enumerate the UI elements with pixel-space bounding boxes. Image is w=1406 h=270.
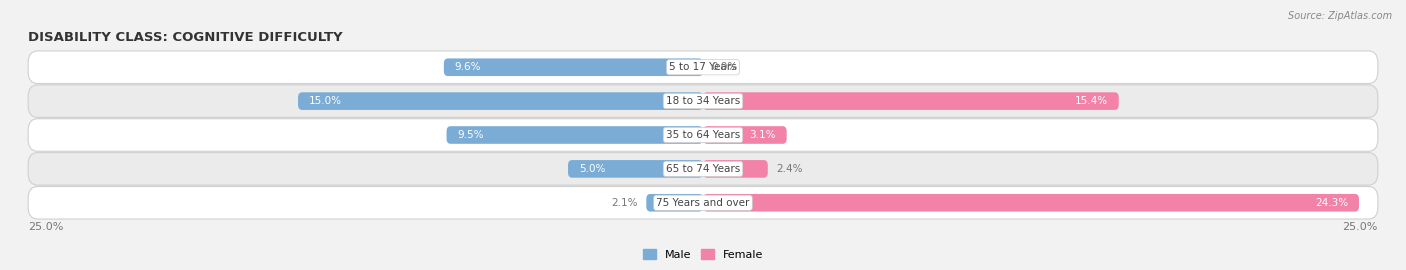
Text: DISABILITY CLASS: COGNITIVE DIFFICULTY: DISABILITY CLASS: COGNITIVE DIFFICULTY bbox=[28, 31, 343, 43]
FancyBboxPatch shape bbox=[28, 187, 1378, 219]
FancyBboxPatch shape bbox=[28, 153, 1378, 185]
FancyBboxPatch shape bbox=[703, 194, 1360, 212]
Text: 25.0%: 25.0% bbox=[1343, 222, 1378, 232]
Legend: Male, Female: Male, Female bbox=[638, 245, 768, 264]
Text: 5.0%: 5.0% bbox=[579, 164, 605, 174]
Text: 0.0%: 0.0% bbox=[711, 62, 737, 72]
Text: 2.4%: 2.4% bbox=[776, 164, 803, 174]
FancyBboxPatch shape bbox=[568, 160, 703, 178]
Text: 18 to 34 Years: 18 to 34 Years bbox=[666, 96, 740, 106]
FancyBboxPatch shape bbox=[28, 51, 1378, 83]
Text: 15.0%: 15.0% bbox=[309, 96, 342, 106]
FancyBboxPatch shape bbox=[28, 119, 1378, 151]
FancyBboxPatch shape bbox=[28, 85, 1378, 117]
Text: 5 to 17 Years: 5 to 17 Years bbox=[669, 62, 737, 72]
Text: 2.1%: 2.1% bbox=[612, 198, 638, 208]
FancyBboxPatch shape bbox=[703, 92, 1119, 110]
Text: 3.1%: 3.1% bbox=[749, 130, 776, 140]
Text: 15.4%: 15.4% bbox=[1074, 96, 1108, 106]
FancyBboxPatch shape bbox=[298, 92, 703, 110]
Text: 9.5%: 9.5% bbox=[457, 130, 484, 140]
Text: 25.0%: 25.0% bbox=[28, 222, 63, 232]
FancyBboxPatch shape bbox=[703, 126, 787, 144]
FancyBboxPatch shape bbox=[703, 160, 768, 178]
FancyBboxPatch shape bbox=[647, 194, 703, 212]
Text: 75 Years and over: 75 Years and over bbox=[657, 198, 749, 208]
Text: 9.6%: 9.6% bbox=[454, 62, 481, 72]
FancyBboxPatch shape bbox=[447, 126, 703, 144]
Text: Source: ZipAtlas.com: Source: ZipAtlas.com bbox=[1288, 11, 1392, 21]
Text: 65 to 74 Years: 65 to 74 Years bbox=[666, 164, 740, 174]
Text: 35 to 64 Years: 35 to 64 Years bbox=[666, 130, 740, 140]
Text: 24.3%: 24.3% bbox=[1315, 198, 1348, 208]
FancyBboxPatch shape bbox=[444, 58, 703, 76]
